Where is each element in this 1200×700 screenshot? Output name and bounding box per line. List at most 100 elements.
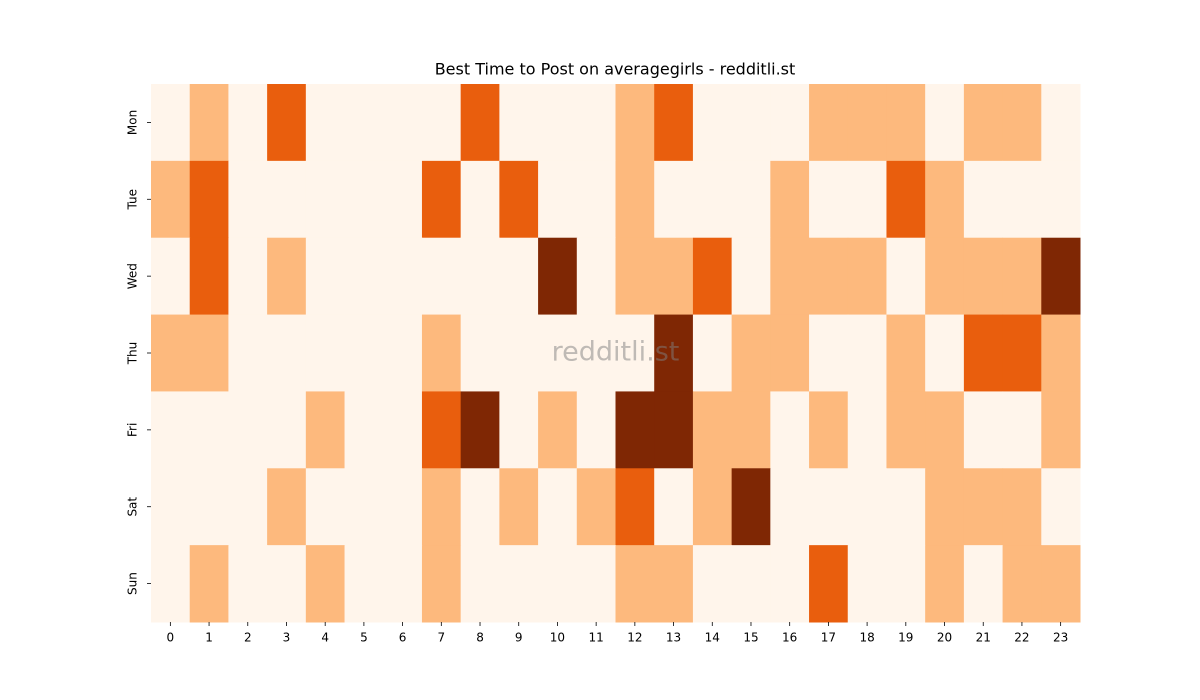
heatmap-cell xyxy=(925,314,965,392)
heatmap-cell xyxy=(615,84,655,162)
heatmap-cell xyxy=(847,237,887,316)
heatmap-cell xyxy=(1002,391,1042,469)
heatmap-cell xyxy=(654,545,694,623)
heatmap-cell xyxy=(963,545,1004,623)
heatmap-cell xyxy=(305,314,346,392)
heatmap-cell xyxy=(421,160,462,239)
heatmap-cell xyxy=(963,160,1004,239)
y-tick-label: Sat xyxy=(126,497,140,517)
heatmap-cell xyxy=(1041,160,1081,239)
heatmap-cell xyxy=(421,545,462,623)
heatmap-cell xyxy=(421,391,462,469)
heatmap-cell xyxy=(228,468,268,546)
heatmap-cell xyxy=(460,237,500,316)
heatmap-cell xyxy=(886,314,926,392)
heatmap-cell xyxy=(654,84,694,162)
heatmap-cell xyxy=(886,160,926,239)
heatmap-cell xyxy=(499,84,539,162)
heatmap-cell xyxy=(499,237,539,316)
heatmap-cell xyxy=(731,314,771,392)
heatmap-cell xyxy=(809,237,849,316)
heatmap-cell xyxy=(228,160,268,239)
heatmap-cell xyxy=(963,468,1004,546)
heatmap-cell xyxy=(770,545,810,623)
heatmap-cell xyxy=(383,545,423,623)
x-tick-label: 9 xyxy=(515,631,523,645)
heatmap-cell xyxy=(189,237,229,316)
heatmap-cell xyxy=(654,160,694,239)
y-tick-label: Wed xyxy=(126,263,140,289)
heatmap-cell xyxy=(847,160,887,239)
heatmap-cell xyxy=(654,237,694,316)
heatmap-cell xyxy=(189,391,229,469)
heatmap-cell xyxy=(460,84,500,162)
x-tick-label: 13 xyxy=(666,631,681,645)
heatmap-cell xyxy=(305,545,346,623)
heatmap-cell xyxy=(267,84,307,162)
x-tick-label: 11 xyxy=(589,631,604,645)
heatmap-cell xyxy=(925,391,965,469)
heatmap-cell xyxy=(615,468,655,546)
heatmap-cell xyxy=(1002,160,1042,239)
heatmap-cell xyxy=(344,84,384,162)
heatmap-cell xyxy=(809,391,849,469)
heatmap-cell xyxy=(538,84,578,162)
heatmap-cell xyxy=(383,84,423,162)
heatmap-cell xyxy=(499,545,539,623)
heatmap-cell xyxy=(576,468,616,546)
x-tick-label: 12 xyxy=(627,631,642,645)
x-tick-label: 18 xyxy=(859,631,874,645)
x-tick-label: 17 xyxy=(821,631,836,645)
heatmap-cell xyxy=(615,391,655,469)
heatmap-cell xyxy=(809,468,849,546)
heatmap-cell xyxy=(576,314,616,392)
y-tick-label: Tue xyxy=(126,189,140,211)
x-tick-label: 5 xyxy=(360,631,368,645)
x-tick-label: 10 xyxy=(550,631,565,645)
heatmap-cell xyxy=(151,84,191,162)
heatmap-cell xyxy=(189,160,229,239)
heatmap-cell xyxy=(576,84,616,162)
x-tick-label: 22 xyxy=(1014,631,1029,645)
heatmap-cell xyxy=(267,160,307,239)
heatmap-cell xyxy=(692,84,733,162)
heatmap-cell xyxy=(228,391,268,469)
heatmap-cell xyxy=(267,237,307,316)
heatmap-cell xyxy=(228,314,268,392)
heatmap-cell xyxy=(344,391,384,469)
x-tick-label: 6 xyxy=(399,631,407,645)
x-tick-label: 8 xyxy=(476,631,484,645)
heatmap-cell xyxy=(1002,84,1042,162)
heatmap-cell xyxy=(963,314,1004,392)
x-tick-label: 20 xyxy=(937,631,952,645)
x-tick-label: 4 xyxy=(321,631,329,645)
heatmap-cell xyxy=(538,160,578,239)
heatmap-cell xyxy=(770,237,810,316)
heatmap-cell xyxy=(499,160,539,239)
heatmap-cell xyxy=(344,314,384,392)
heatmap-cell xyxy=(731,84,771,162)
heatmap-cell xyxy=(654,468,694,546)
x-tick-label: 16 xyxy=(782,631,797,645)
heatmap-cell xyxy=(267,391,307,469)
heatmap-cell xyxy=(1041,314,1081,392)
heatmap-cell xyxy=(1002,468,1042,546)
heatmap-cell xyxy=(151,237,191,316)
heatmap-cell xyxy=(576,237,616,316)
heatmap-cell xyxy=(189,545,229,623)
heatmap-cell xyxy=(576,545,616,623)
heatmap-cell xyxy=(809,84,849,162)
heatmap-cell xyxy=(151,468,191,546)
heatmap-cell xyxy=(731,391,771,469)
x-tick-label: 7 xyxy=(437,631,445,645)
heatmap-cell xyxy=(576,160,616,239)
heatmap-cell xyxy=(654,314,694,392)
heatmap-cell xyxy=(925,84,965,162)
heatmap-cell xyxy=(460,468,500,546)
heatmap-cell xyxy=(421,237,462,316)
heatmap-cell xyxy=(460,160,500,239)
heatmap-cell xyxy=(1002,545,1042,623)
heatmap-cell xyxy=(538,314,578,392)
heatmap-cell xyxy=(151,160,191,239)
heatmap-cell xyxy=(421,468,462,546)
